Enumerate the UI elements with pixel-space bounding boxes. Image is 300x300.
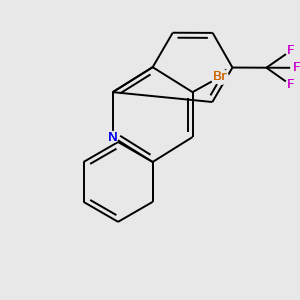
Text: Br: Br (213, 70, 228, 83)
Circle shape (291, 62, 300, 73)
Text: F: F (292, 61, 300, 74)
Text: N: N (108, 130, 118, 143)
Text: F: F (292, 61, 300, 74)
Text: Br: Br (213, 70, 228, 83)
Text: F: F (287, 44, 295, 57)
Circle shape (213, 69, 228, 84)
Text: F: F (287, 79, 295, 92)
Text: N: N (108, 130, 118, 143)
Circle shape (285, 80, 296, 91)
Text: F: F (287, 44, 295, 57)
Text: F: F (287, 79, 295, 92)
Circle shape (286, 45, 296, 56)
Circle shape (107, 131, 118, 142)
